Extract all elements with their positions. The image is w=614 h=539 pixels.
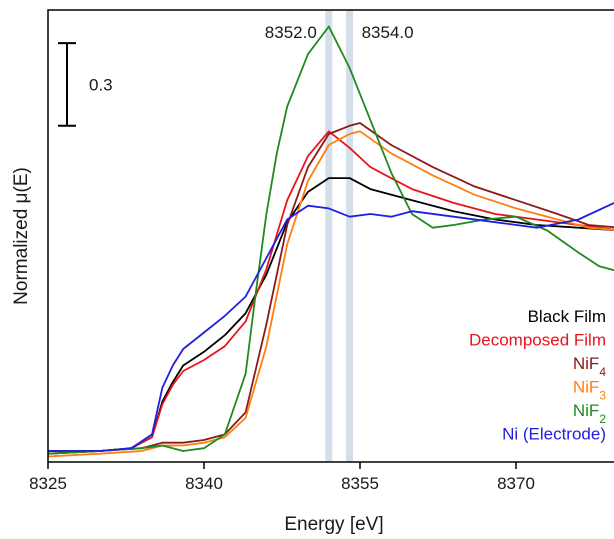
x-tick-label: 8355 [341, 474, 379, 493]
x-tick-label: 8340 [185, 474, 223, 493]
x-ticks: 8325 8340 8355 8370 [29, 462, 535, 493]
reference-label: 8352.0 [265, 23, 317, 42]
legend-entry: NiF3 [573, 378, 606, 403]
y-axis-title: Normalized μ(E) [11, 167, 32, 305]
x-tick-label: 8325 [29, 474, 67, 493]
legend-entry: Black Film [528, 307, 606, 326]
series-layer [48, 25, 614, 458]
reference-band [346, 10, 354, 462]
legend-entry: NiF2 [573, 401, 606, 426]
legend-entry: Ni (Electrode) [502, 425, 606, 444]
reference-labels: 8352.0 8354.0 [265, 23, 414, 42]
legend-entry: NiF4 [573, 354, 606, 379]
series-line [48, 25, 614, 455]
reference-bands [325, 10, 354, 462]
scale-bar-label: 0.3 [89, 75, 113, 94]
series-line [48, 130, 614, 458]
series-line [48, 201, 614, 452]
reference-label: 8354.0 [362, 23, 414, 42]
scale-bar: 0.3 [58, 42, 113, 127]
plot-frame [47, 9, 614, 463]
x-axis-title: Energy [eV] [284, 514, 383, 535]
series-line [48, 122, 614, 455]
reference-band [325, 10, 333, 462]
x-tick-label: 8370 [497, 474, 535, 493]
legend-entry: Decomposed Film [469, 331, 606, 350]
legend: Black Film Decomposed Film NiF4NiF3NiF2Ni … [469, 307, 606, 444]
series-line [48, 130, 614, 455]
